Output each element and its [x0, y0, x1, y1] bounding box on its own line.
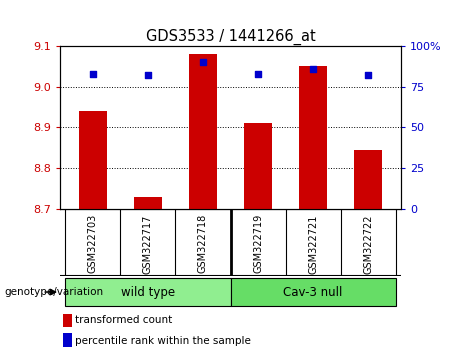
- Text: wild type: wild type: [121, 286, 175, 298]
- Bar: [63, 314, 72, 327]
- Bar: [189, 54, 217, 209]
- Point: [364, 73, 372, 78]
- Text: transformed count: transformed count: [75, 315, 172, 325]
- Bar: [299, 66, 327, 209]
- Text: GSM322717: GSM322717: [143, 214, 153, 274]
- Point: [309, 66, 317, 72]
- Text: GSM322721: GSM322721: [308, 214, 318, 274]
- Bar: [134, 196, 162, 209]
- Text: GSM322722: GSM322722: [363, 214, 373, 274]
- Bar: [244, 123, 272, 209]
- Text: GSM322703: GSM322703: [88, 214, 98, 274]
- Point: [89, 71, 97, 76]
- Bar: [230, 278, 396, 306]
- Point: [254, 71, 262, 76]
- Bar: [63, 333, 72, 347]
- Bar: [355, 150, 382, 209]
- Title: GDS3533 / 1441266_at: GDS3533 / 1441266_at: [146, 28, 315, 45]
- Text: genotype/variation: genotype/variation: [5, 287, 104, 297]
- Text: Cav-3 null: Cav-3 null: [284, 286, 343, 298]
- Text: GSM322719: GSM322719: [253, 214, 263, 274]
- Bar: [65, 278, 230, 306]
- Text: percentile rank within the sample: percentile rank within the sample: [75, 336, 251, 346]
- Point: [144, 73, 152, 78]
- Bar: [79, 111, 106, 209]
- Text: GSM322718: GSM322718: [198, 214, 208, 274]
- Point: [199, 59, 207, 65]
